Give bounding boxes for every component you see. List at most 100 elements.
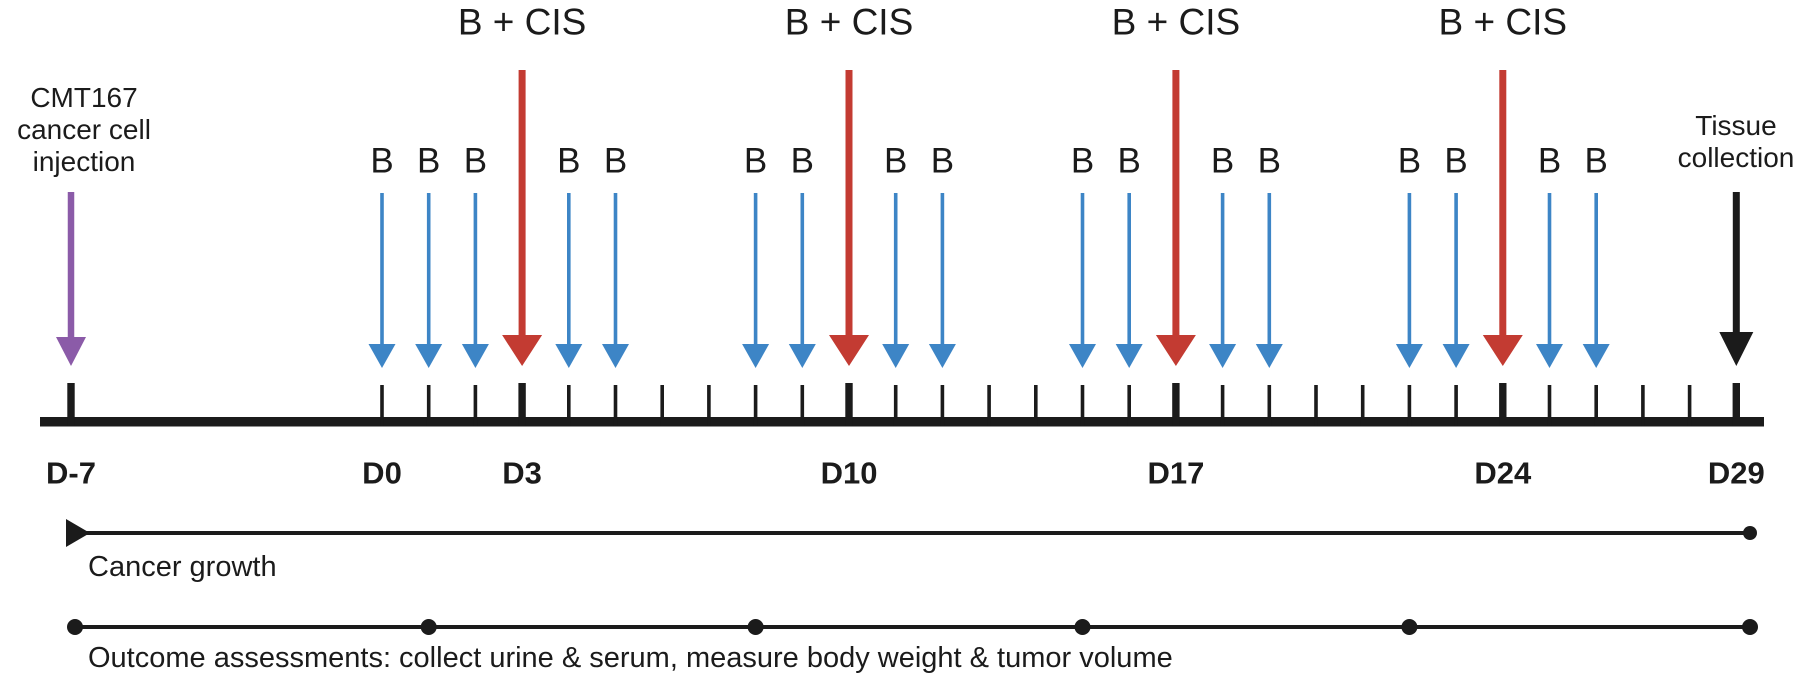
b-arrow-day-22-head	[1395, 344, 1423, 368]
b-arrow-day-2-head	[461, 344, 489, 368]
b-arrow-day-2-shaft	[473, 193, 478, 350]
injection-arrow-head	[56, 337, 86, 366]
b-arrow-day-5-shaft	[613, 193, 618, 350]
b-arrow-day-8-head	[742, 344, 770, 368]
b-label-day-12: B	[930, 141, 955, 181]
b-label-day-22: B	[1397, 141, 1422, 181]
outcome-dot-day-8	[747, 619, 764, 635]
b-cis-arrow-day-17-shaft	[1172, 70, 1180, 341]
injection-label-line2: cancer cell	[17, 114, 151, 145]
b-cis-label-day-17: B + CIS	[1111, 1, 1241, 43]
outcome-dot-day--7	[67, 619, 83, 635]
b-label-day-18: B	[1210, 141, 1235, 181]
b-arrow-day-12-shaft	[940, 193, 945, 350]
tick-day-24	[1499, 383, 1507, 426]
b-arrow-day-15-head	[1069, 344, 1096, 368]
outcome-dot-day-22	[1401, 619, 1418, 635]
b-arrow-day-22-shaft	[1407, 193, 1412, 350]
day-label-d0: D0	[362, 455, 402, 491]
timeline-axis	[40, 417, 1764, 427]
b-cis-arrow-day-10-head	[829, 335, 869, 366]
cancer-growth-label: Cancer growth	[88, 551, 277, 583]
b-label-day-5: B	[603, 141, 628, 181]
outcome-dot-day-1	[420, 619, 437, 635]
tick-day-22	[1407, 385, 1412, 426]
tick-day-20	[1314, 385, 1318, 426]
day-label-d24: D24	[1474, 455, 1532, 491]
b-arrow-day-11-shaft	[893, 193, 898, 350]
outcome-dot-day-29	[1742, 619, 1758, 635]
injection-label-line3: injection	[32, 146, 136, 177]
b-cis-arrow-day-24-head	[1482, 335, 1523, 366]
tick-day-4	[567, 385, 571, 426]
injection-label: CMT167 cancer cell injection	[17, 82, 151, 178]
b-cis-label-day-10: B + CIS	[784, 1, 914, 43]
b-arrow-day-0-head	[368, 344, 396, 368]
tick-day-10	[845, 383, 853, 426]
b-label-day-11: B	[884, 141, 908, 181]
injection-label-line1: CMT167	[30, 82, 138, 113]
b-arrow-day-9-shaft	[800, 193, 805, 350]
outcome-dot-day-15	[1074, 619, 1091, 635]
b-arrow-day-23-shaft	[1454, 193, 1458, 350]
tick-day-27	[1641, 385, 1645, 426]
b-arrow-day-19-head	[1255, 344, 1283, 368]
outcome-assessments-label: Outcome assessments: collect urine & ser…	[88, 642, 1173, 674]
b-label-day-19: B	[1257, 141, 1281, 181]
tissue-collection-label-line1: Tissue	[1695, 110, 1777, 141]
b-arrow-day-18-head	[1209, 344, 1237, 368]
b-cis-arrow-day-10-shaft	[845, 70, 853, 341]
tick-day-6	[660, 385, 664, 426]
tick-day-8	[753, 385, 758, 426]
tick-day-5	[613, 385, 618, 426]
b-label-day-4: B	[557, 141, 581, 181]
b-arrow-day-11-head	[882, 344, 910, 368]
b-arrow-day-0-shaft	[380, 193, 384, 350]
b-cis-label-day-24: B + CIS	[1438, 1, 1568, 43]
b-arrow-day-18-shaft	[1220, 193, 1225, 350]
day-label-d3: D3	[502, 455, 542, 491]
cancer-growth-line	[78, 531, 1750, 535]
tick-day-17	[1172, 383, 1180, 426]
b-label-day-1: B	[417, 141, 441, 181]
b-label-day-26: B	[1584, 141, 1608, 181]
b-arrow-day-12-head	[928, 344, 956, 368]
outcome-line	[75, 625, 1750, 629]
tick-day-25	[1547, 385, 1552, 426]
b-arrow-day-1-head	[415, 344, 443, 368]
tick-day-28	[1687, 385, 1692, 426]
collection-arrow-shaft	[1732, 192, 1740, 338]
cancer-growth-end-dot	[1743, 526, 1757, 540]
b-label-day-15: B	[1070, 141, 1095, 181]
tick-day-29	[1732, 383, 1740, 426]
b-label-day-23: B	[1444, 141, 1468, 181]
b-arrow-day-16-shaft	[1127, 193, 1131, 350]
b-cis-arrow-day-3-head	[502, 335, 543, 366]
day-label-d29: D29	[1707, 455, 1765, 491]
b-arrow-day-15-shaft	[1080, 193, 1085, 350]
b-label-day-8: B	[743, 141, 768, 181]
tick-day-16	[1127, 385, 1131, 426]
cancer-growth-start-triangle	[66, 519, 90, 547]
b-label-day-2: B	[463, 141, 488, 181]
day-label-d10: D10	[820, 455, 878, 491]
b-arrow-day-4-shaft	[567, 193, 571, 350]
tick-day-3	[518, 383, 526, 426]
tissue-collection-label-line2: collection	[1677, 142, 1795, 173]
b-arrow-day-5-head	[602, 344, 629, 368]
tick-day-15	[1080, 385, 1085, 426]
b-arrow-day-19-shaft	[1267, 193, 1272, 350]
tick-day-1	[426, 385, 431, 426]
b-arrow-day-25-head	[1536, 344, 1563, 368]
b-arrow-day-1-shaft	[426, 193, 431, 350]
tissue-collection-label: Tissue collection	[1678, 110, 1795, 174]
tick-day-14	[1034, 385, 1038, 426]
b-arrow-day-9-head	[788, 344, 816, 368]
tick-day-23	[1454, 385, 1458, 426]
day-label-d-7: D-7	[46, 455, 96, 491]
tick-day-21	[1360, 385, 1365, 426]
tick-day-18	[1220, 385, 1225, 426]
tick-day-12	[940, 385, 945, 426]
b-arrow-day-4-head	[555, 344, 583, 368]
